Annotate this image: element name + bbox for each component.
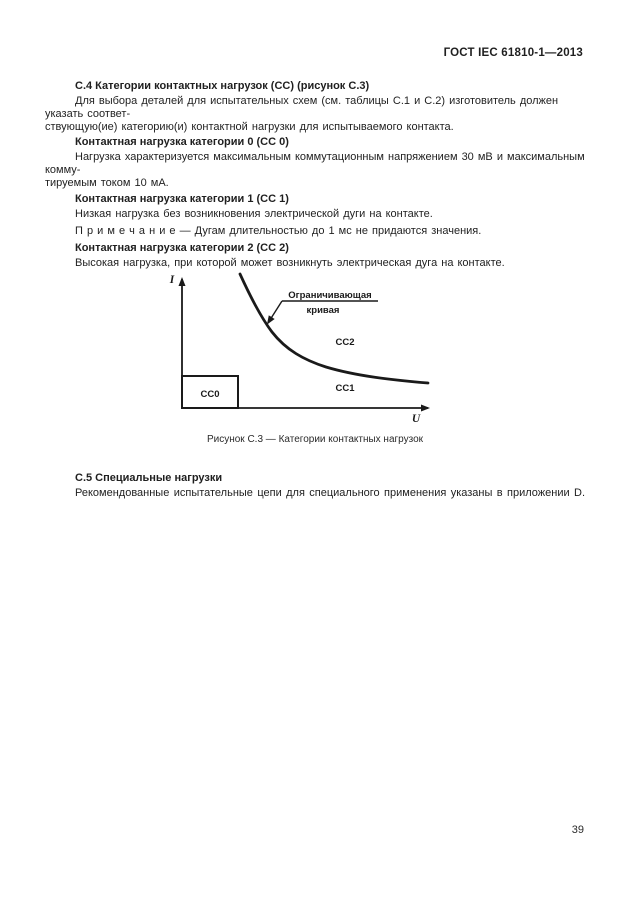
- section-c5-paragraph: Рекомендованные испытательные цепи для с…: [75, 487, 585, 499]
- y-axis-label: I: [169, 274, 175, 286]
- section-c4-heading: С.4 Категории контактных нагрузок (СС) (…: [75, 80, 370, 92]
- curve-label-line1: Ограничивающая: [288, 290, 371, 301]
- limiting-curve: [238, 272, 430, 385]
- cc1-region-label: СС1: [335, 383, 355, 394]
- cc2-region-label: СС2: [335, 337, 354, 348]
- section-c5-heading: С.5 Специальные нагрузки: [75, 472, 223, 484]
- document-content: С.4 Категории контактных нагрузок (СС) (…: [45, 80, 585, 502]
- curve-label-leader-arrow: [266, 300, 283, 325]
- cc0-region-label: СС0: [200, 389, 219, 400]
- cc2-paragraph: Высокая нагрузка, при которой может возн…: [75, 257, 505, 269]
- figure-c3: Ограничивающая кривая СС0 СС2 СС1 I U: [45, 272, 585, 430]
- figure-c3-diagram: Ограничивающая кривая СС0 СС2 СС1 I U: [169, 272, 430, 425]
- cc2-heading: Контактная нагрузка категории 2 (СС 2): [75, 242, 289, 254]
- cc0-paragraph: Нагрузка характеризуется максимальным ко…: [45, 151, 585, 189]
- document-header: ГОСТ IEC 61810-1—2013: [443, 47, 583, 59]
- cc1-heading: Контактная нагрузка категории 1 (СС 1): [75, 193, 289, 205]
- note-paragraph: П р и м е ч а н и е — Дугам длительность…: [75, 225, 482, 237]
- cc1-paragraph: Низкая нагрузка без возникновения электр…: [75, 208, 433, 220]
- figure-caption: Рисунок С.3 — Категории контактных нагру…: [206, 434, 424, 445]
- section-c4-paragraph: Для выбора деталей для испытательных схе…: [45, 95, 559, 133]
- page-number: 39: [571, 824, 584, 836]
- cc0-heading: Контактная нагрузка категории 0 (СС 0): [75, 136, 289, 148]
- x-axis-label: U: [412, 413, 421, 425]
- curve-label-line2: кривая: [307, 305, 340, 316]
